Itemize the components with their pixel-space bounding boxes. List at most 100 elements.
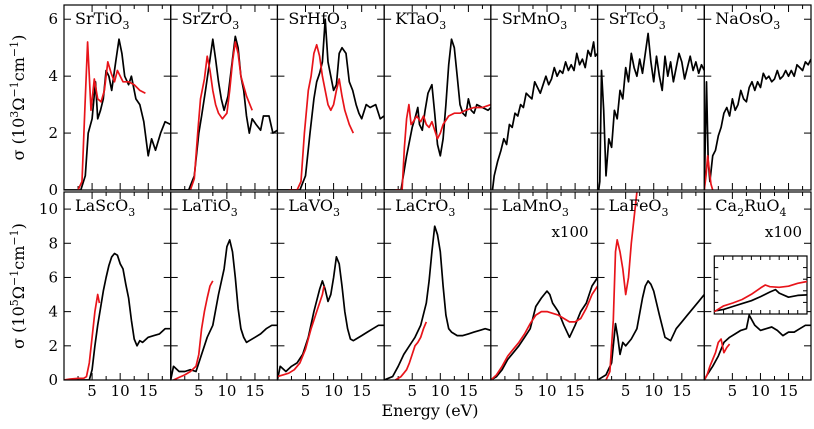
panel-title: LaMnO3 xyxy=(502,196,569,219)
panel-frame xyxy=(63,4,172,191)
x-tick-label: 10 xyxy=(537,382,556,400)
x-tick-label: 10 xyxy=(217,382,236,400)
panel-frame xyxy=(383,191,492,381)
panel-ticks xyxy=(170,192,278,381)
series-theory-LaFeO3 xyxy=(597,280,705,380)
y-tick-label: 2 xyxy=(48,124,58,142)
panel-title: SrHfO3 xyxy=(288,9,347,32)
panel-SrHfO3: SrHfO3 xyxy=(276,4,385,191)
panel-ticks xyxy=(64,192,171,381)
panel-title: LaCrO3 xyxy=(395,196,455,219)
inset-plot xyxy=(713,255,808,315)
series-theory-SrTcO3 xyxy=(597,32,705,190)
x-tick-label: 15 xyxy=(352,382,371,400)
y-tick-label: 0 xyxy=(48,181,58,199)
panel-frame xyxy=(596,4,705,191)
series-theory-SrTiO3 xyxy=(64,38,171,190)
x-tick-label: 5 xyxy=(728,382,738,400)
panel-title: SrTcO3 xyxy=(609,9,666,32)
panel-SrMnO3: SrMnO3 xyxy=(490,4,599,191)
panel-SrTcO3: SrTcO3 xyxy=(596,4,705,191)
x-tick-label: 10 xyxy=(111,382,130,400)
panel-LaScO3: LaScO3 5 10 15 xyxy=(63,191,172,400)
panel-title: SrZrO3 xyxy=(182,9,240,32)
panel-LaFeO3: LaFeO3 5 10 15 xyxy=(596,191,705,400)
y-tick-label: 10 xyxy=(39,200,58,218)
series-experiment-Ca2RuO4 xyxy=(704,338,731,380)
panel-LaCrO3: LaCrO3 5 10 15 xyxy=(383,191,492,400)
panel-ticks xyxy=(277,192,385,381)
series-experiment-LaMnO3 xyxy=(490,285,598,380)
series-theory-SrMnO3 xyxy=(491,41,598,190)
x-tick-label: 10 xyxy=(431,382,450,400)
panel-LaMnO3: LaMnO3 x100 5 10 15 xyxy=(490,191,599,400)
series-experiment-SrTiO3 xyxy=(77,41,146,190)
panel-frame xyxy=(170,191,279,381)
panel-ticks xyxy=(490,5,598,191)
series-experiment-LaFeO3 xyxy=(605,192,638,380)
y-tick-label: 0 xyxy=(48,371,58,389)
panel-title: LaTiO3 xyxy=(182,196,238,219)
panel-frame xyxy=(703,191,812,381)
x-axis-label: Energy (eV) xyxy=(382,401,479,420)
series-theory-KTaO3 xyxy=(384,38,491,190)
x-tick-label: 15 xyxy=(459,382,478,400)
inset-series-theory xyxy=(714,288,808,312)
panel-ticks xyxy=(170,5,278,191)
panel-SrZrO3: SrZrO3 xyxy=(170,4,279,191)
panel-frame xyxy=(703,4,812,191)
y-axis-label-row-2: σ (105Ω−1cm−1) xyxy=(8,223,28,349)
panel-title: LaFeO3 xyxy=(609,196,669,219)
series-experiment-LaScO3 xyxy=(64,293,101,380)
panel-ticks xyxy=(490,192,598,381)
panel-title: SrMnO3 xyxy=(502,9,567,32)
x-tick-label: 10 xyxy=(751,382,770,400)
scale-annotation: x100 xyxy=(551,223,588,241)
panel-frame xyxy=(490,191,599,381)
x-tick-label: 15 xyxy=(672,382,691,400)
panel-title: LaScO3 xyxy=(75,196,135,219)
series-theory-LaScO3 xyxy=(64,252,171,380)
panel-SrTiO3: SrTiO3 xyxy=(63,4,172,191)
panel-NaOsO3: NaOsO3 xyxy=(703,4,812,191)
y-axis-labels: σ (103Ω−1cm−1) σ (105Ω−1cm−1) xyxy=(8,35,28,349)
panel-ticks xyxy=(704,192,811,381)
series-experiment-NaOsO3 xyxy=(704,154,714,190)
panel-ticks xyxy=(704,5,811,191)
panel-grid: 0 2 4 6 SrTiO3 SrZrO3 SrHfO3 KTaO3 SrMnO3 SrTcO3 N… xyxy=(39,4,812,400)
panel-ticks xyxy=(277,5,385,191)
panel-title: Ca2RuO4 xyxy=(715,196,786,219)
y-axis-label-row-1: σ (103Ω−1cm−1) xyxy=(8,35,28,161)
panel-frame xyxy=(170,4,279,191)
panel-ticks xyxy=(64,5,171,191)
series-theory-SrZrO3 xyxy=(170,35,278,190)
panel-Ca2RuO4: Ca2RuO4 x100 5 10 15 xyxy=(703,191,812,400)
panel-title: NaOsO3 xyxy=(715,9,780,32)
panel-frame xyxy=(490,4,599,191)
x-tick-label: 5 xyxy=(194,382,204,400)
panel-frame xyxy=(276,4,385,191)
series-experiment-LaCrO3 xyxy=(394,321,428,380)
x-tick-label: 10 xyxy=(644,382,663,400)
series-theory-LaMnO3 xyxy=(490,277,598,380)
y-tick-label: 4 xyxy=(48,67,58,85)
x-tick-label: 5 xyxy=(621,382,631,400)
x-tick-label: 15 xyxy=(245,382,264,400)
series-experiment-KTaO3 xyxy=(395,103,491,190)
series-theory-LaCrO3 xyxy=(384,225,491,380)
panel-title: LaVO3 xyxy=(288,196,340,219)
y-tick-label: 2 xyxy=(48,337,58,355)
x-tick-label: 5 xyxy=(407,382,417,400)
x-tick-label: 10 xyxy=(324,382,343,400)
y-tick-label: 4 xyxy=(48,303,58,321)
series-theory-LaTiO3 xyxy=(170,239,278,380)
y-tick-label: 6 xyxy=(48,10,58,28)
panel-LaVO3: LaVO3 5 10 15 xyxy=(276,191,385,400)
inset-series-experiment xyxy=(713,280,808,313)
panel-ticks xyxy=(597,5,705,191)
x-tick-label: 15 xyxy=(139,382,158,400)
series-experiment-LaTiO3 xyxy=(173,280,214,380)
panel-ticks xyxy=(384,5,491,191)
series-theory-LaVO3 xyxy=(277,256,385,380)
